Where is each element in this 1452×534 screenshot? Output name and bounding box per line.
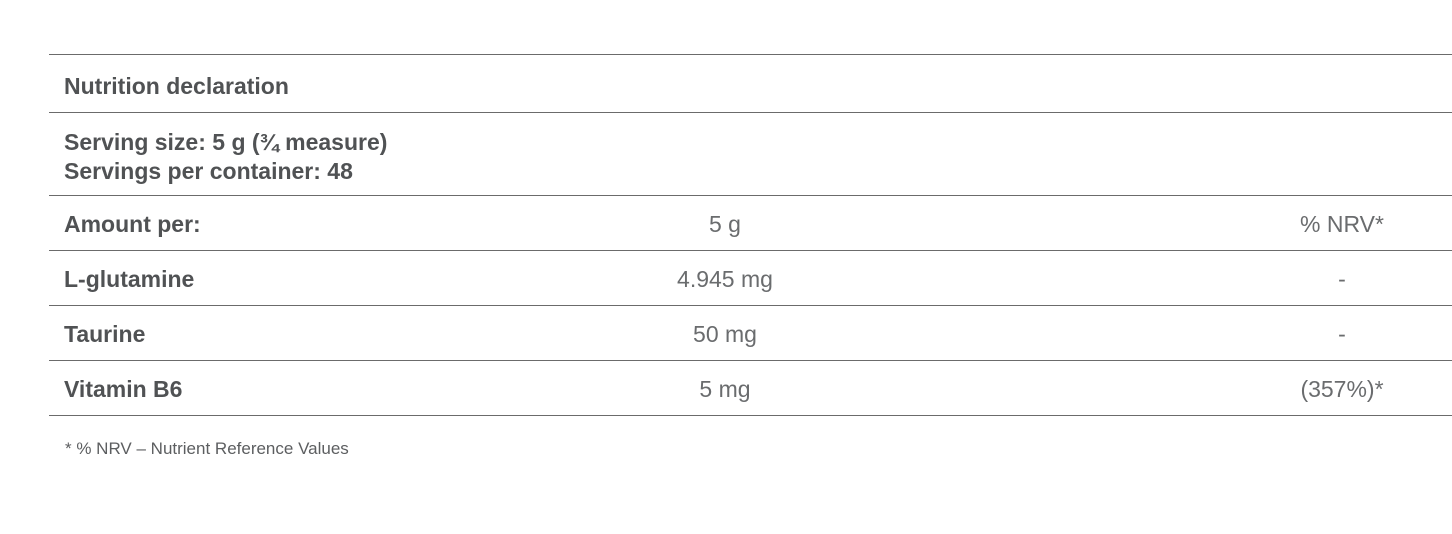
servings-per-container: Servings per container: 48 [64,158,353,184]
nutrient-name: Vitamin B6 [64,376,183,402]
amount-header-row: Amount per: 5 g % NRV* [49,196,1452,251]
serving-info-row: Serving size: 5 g (¾ measure) Servings p… [49,113,1452,196]
nutrient-amount: 50 mg [693,321,757,347]
nrv-header: % NRV* [1300,211,1384,237]
nutrient-nrv: - [1338,321,1346,347]
nutrient-amount: 4.945 mg [677,266,773,292]
nutrient-nrv: - [1338,266,1346,292]
nutrient-name: L-glutamine [64,266,195,292]
table-row: Vitamin B6 5 mg (357%)* [49,361,1452,416]
amount-header-value: 5 g [709,211,741,237]
nutrient-name: Taurine [64,321,146,347]
table-title: Nutrition declaration [64,73,289,99]
nutrient-nrv: (357%)* [1300,376,1384,402]
table-row: L-glutamine 4.945 mg - [49,251,1452,306]
serving-size: Serving size: 5 g (¾ measure) [64,129,388,155]
footnote: * % NRV – Nutrient Reference Values [65,439,349,458]
nutrient-amount: 5 mg [699,376,751,402]
table-row: Taurine 50 mg - [49,306,1452,361]
amount-per-label: Amount per: [64,211,201,237]
nutrition-table: Nutrition declaration Serving size: 5 g … [49,54,1452,416]
table-title-row: Nutrition declaration [49,54,1452,113]
